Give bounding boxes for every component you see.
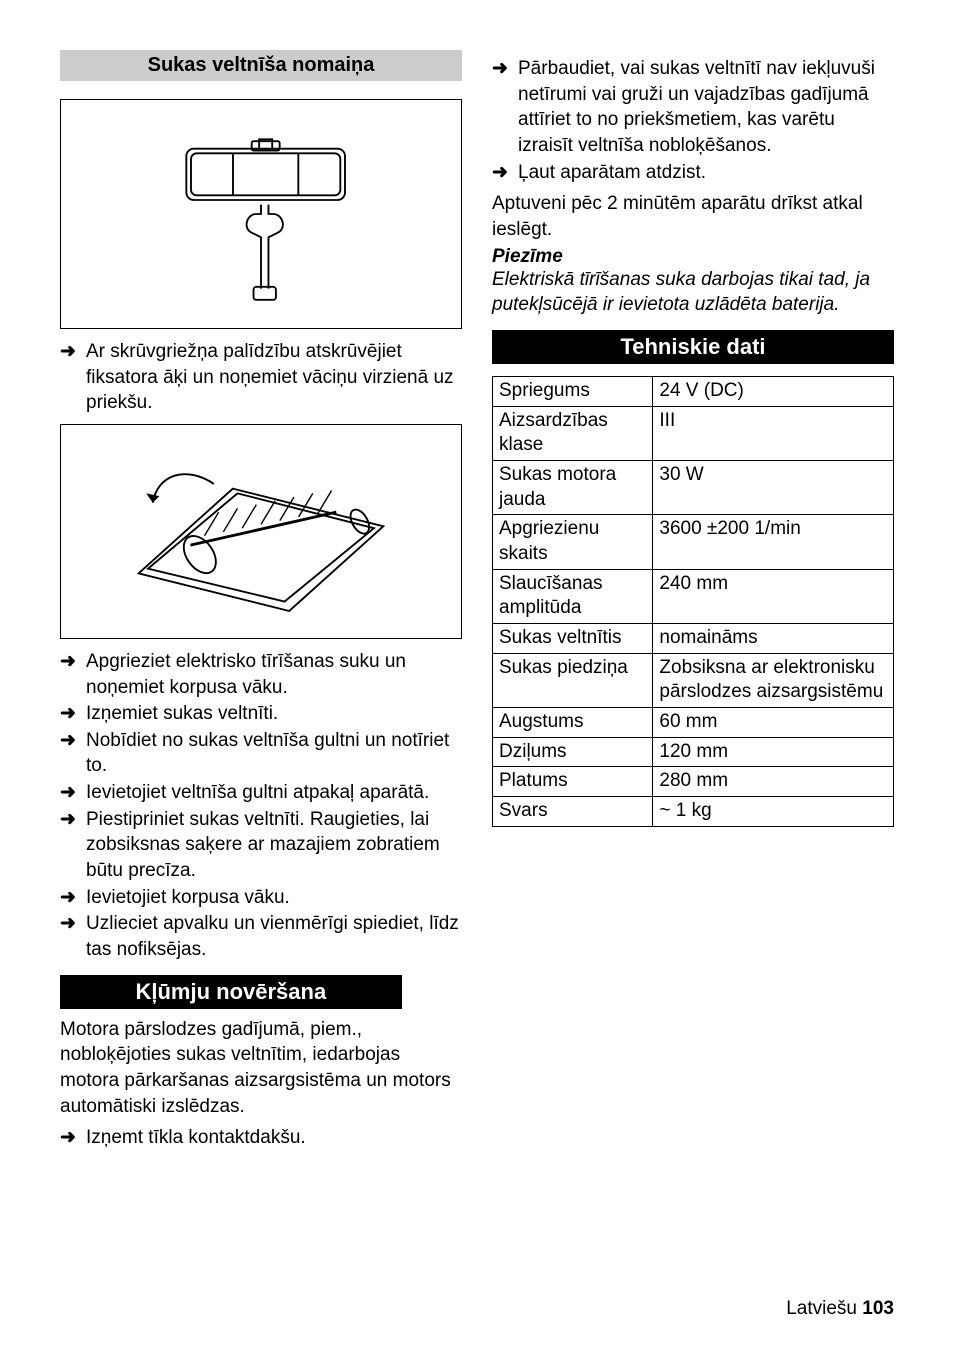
spec-key: Augstums	[493, 708, 653, 738]
footer-language: Latviešu	[786, 1298, 857, 1319]
trouble-paragraph: Motora pārslodzes gadījumā, piem., noblo…	[60, 1017, 462, 1120]
spec-key: Sukas veltnītis	[493, 624, 653, 654]
heading-technical-data: Tehniskie dati	[492, 330, 894, 364]
spec-key: Apgriezienu skaits	[493, 515, 653, 569]
figure-cover-removal	[60, 99, 462, 329]
spec-val: 280 mm	[653, 767, 894, 797]
table-row: Spriegums24 V (DC)	[493, 376, 894, 406]
step-text: Izņemt tīkla kontaktdakšu.	[86, 1125, 462, 1151]
table-row: Sukas motora jauda30 W	[493, 460, 894, 514]
step-item: ➜ Izņemt tīkla kontaktdakšu.	[60, 1125, 462, 1151]
arrow-icon: ➜	[60, 885, 86, 911]
spec-key: Dziļums	[493, 737, 653, 767]
step-list-2: ➜Apgrieziet elektrisko tīrīšanas suku un…	[60, 649, 462, 963]
spec-val: nomaināms	[653, 624, 894, 654]
step-item: ➜Izņemiet sukas veltnīti.	[60, 701, 462, 727]
spec-table: Spriegums24 V (DC) Aizsardzības klaseIII…	[492, 376, 894, 827]
page-footer: Latviešu 103	[786, 1298, 894, 1320]
table-row: Sukas piedziņaZobsiksna ar elektronisku …	[493, 653, 894, 707]
arrow-icon: ➜	[60, 780, 86, 806]
step-text: Izņemiet sukas veltnīti.	[86, 701, 462, 727]
step-item: ➜Ievietojiet korpusa vāku.	[60, 885, 462, 911]
arrow-icon: ➜	[60, 649, 86, 675]
figure-roller-removal	[60, 424, 462, 639]
spec-val: 24 V (DC)	[653, 376, 894, 406]
spec-val: ~ 1 kg	[653, 797, 894, 827]
arrow-icon: ➜	[60, 728, 86, 754]
step-text: Apgrieziet elektrisko tīrīšanas suku un …	[86, 649, 462, 700]
step-text: Uzlieciet apvalku un vienmērīgi spiediet…	[86, 911, 462, 962]
step-text: Ievietojiet korpusa vāku.	[86, 885, 462, 911]
spec-val: 120 mm	[653, 737, 894, 767]
table-row: Aizsardzības klaseIII	[493, 406, 894, 460]
spec-key: Sukas motora jauda	[493, 460, 653, 514]
spec-key: Platums	[493, 767, 653, 797]
step-item: ➜Piestipriniet sukas veltnīti. Raugietie…	[60, 807, 462, 884]
step-item: ➜ Ar skrūvgriežņa palīdzību atskrūvējiet…	[60, 339, 462, 416]
spec-val: III	[653, 406, 894, 460]
page-number: 103	[862, 1298, 894, 1319]
table-row: Slaucīšanas amplitūda240 mm	[493, 569, 894, 623]
step-text: Piestipriniet sukas veltnīti. Raugieties…	[86, 807, 462, 884]
note-heading: Piezīme	[492, 246, 894, 268]
step-text: Ar skrūvgriežņa palīdzību atskrūvējiet f…	[86, 339, 462, 416]
arrow-icon: ➜	[492, 160, 518, 186]
table-row: Dziļums120 mm	[493, 737, 894, 767]
arrow-icon: ➜	[60, 701, 86, 727]
right-step-list: ➜Pārbaudiet, vai sukas veltnītī nav iekļ…	[492, 56, 894, 185]
table-row: Platums280 mm	[493, 767, 894, 797]
table-row: Sukas veltnītisnomaināms	[493, 624, 894, 654]
right-column: ➜Pārbaudiet, vai sukas veltnītī nav iekļ…	[492, 50, 894, 1157]
spec-key: Svars	[493, 797, 653, 827]
arrow-icon: ➜	[60, 339, 86, 365]
spec-key: Aizsardzības klase	[493, 406, 653, 460]
two-column-layout: Sukas veltnīša nomaiņa ➜ Ar s	[60, 50, 894, 1157]
spec-val: 3600 ±200 1/min	[653, 515, 894, 569]
step-text: Ievietojiet veltnīša gultni atpakaļ apar…	[86, 780, 462, 806]
spec-key: Slaucīšanas amplitūda	[493, 569, 653, 623]
step-list-1: ➜ Ar skrūvgriežņa palīdzību atskrūvējiet…	[60, 339, 462, 416]
step-item: ➜Apgrieziet elektrisko tīrīšanas suku un…	[60, 649, 462, 700]
arrow-icon: ➜	[60, 911, 86, 937]
arrow-icon: ➜	[60, 807, 86, 833]
spec-val: 60 mm	[653, 708, 894, 738]
step-item: ➜Pārbaudiet, vai sukas veltnītī nav iekļ…	[492, 56, 894, 159]
step-text: Pārbaudiet, vai sukas veltnītī nav iekļu…	[518, 56, 894, 159]
note-body: Elektriskā tīrīšanas suka darbojas tikai…	[492, 268, 894, 317]
step-item: ➜Ļaut aparātam atdzist.	[492, 160, 894, 186]
table-row: Svars~ 1 kg	[493, 797, 894, 827]
spec-val: 240 mm	[653, 569, 894, 623]
table-row: Apgriezienu skaits3600 ±200 1/min	[493, 515, 894, 569]
arrow-icon: ➜	[60, 1125, 86, 1151]
step-item: ➜Ievietojiet veltnīša gultni atpakaļ apa…	[60, 780, 462, 806]
arrow-icon: ➜	[492, 56, 518, 82]
spec-val: 30 W	[653, 460, 894, 514]
step-text: Nobīdiet no sukas veltnīša gultni un not…	[86, 728, 462, 779]
spec-key: Sukas piedziņa	[493, 653, 653, 707]
spec-key: Spriegums	[493, 376, 653, 406]
spec-val: Zobsiksna ar elektronisku pārslodzes aiz…	[653, 653, 894, 707]
left-column: Sukas veltnīša nomaiņa ➜ Ar s	[60, 50, 462, 1157]
step-item: ➜Nobīdiet no sukas veltnīša gultni un no…	[60, 728, 462, 779]
trouble-step-list: ➜ Izņemt tīkla kontaktdakšu.	[60, 1125, 462, 1151]
heading-brush-roller-replace: Sukas veltnīša nomaiņa	[60, 50, 462, 81]
table-row: Augstums60 mm	[493, 708, 894, 738]
step-text: Ļaut aparātam atdzist.	[518, 160, 894, 186]
wait-paragraph: Aptuveni pēc 2 minūtēm aparātu drīkst at…	[492, 191, 894, 242]
heading-troubleshooting: Kļūmju novēršana	[60, 975, 402, 1009]
step-item: ➜Uzlieciet apvalku un vienmērīgi spiedie…	[60, 911, 462, 962]
